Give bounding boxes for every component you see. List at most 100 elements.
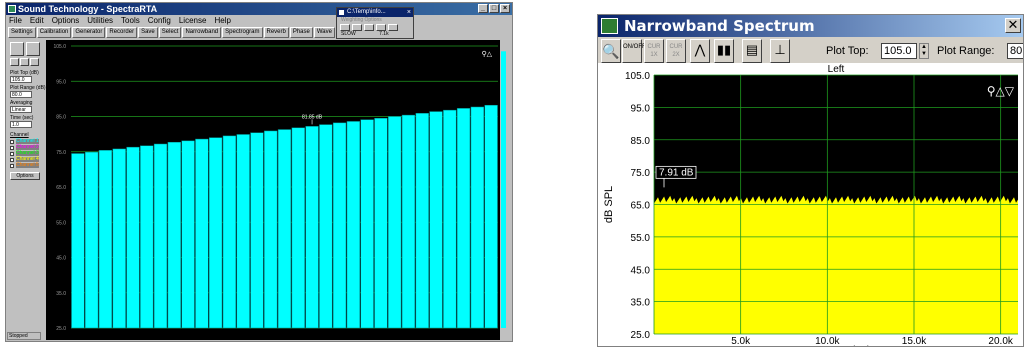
dialog-titlebar[interactable]: C:\Temp\info... × [337, 8, 413, 17]
rta-bar [208, 137, 223, 329]
menu-tools[interactable]: Tools [121, 16, 140, 25]
toolbar-wave-button[interactable]: Wave [313, 27, 335, 38]
toolbar-settings-button[interactable]: Settings [8, 27, 36, 38]
dialog-tool-2-icon[interactable] [352, 24, 362, 31]
rta-bar [250, 132, 264, 329]
legend-item[interactable]: Channel 1 [10, 139, 39, 144]
side-field-label: Averaging [10, 100, 33, 106]
scale-button[interactable] [30, 58, 39, 66]
maximize-icon[interactable]: □ [489, 4, 499, 13]
menu-help[interactable]: Help [214, 16, 231, 25]
dialog-close-icon[interactable]: × [406, 9, 411, 16]
dialog-speed-value[interactable]: SLOW [341, 31, 356, 37]
spectrarta-titlebar[interactable]: Sound Technology - SpectraRTA _ □ × [6, 3, 512, 15]
toolbar-spectrogram-button[interactable]: Spectrogram [222, 27, 263, 38]
toolbar-reverb-button[interactable]: Reverb [263, 27, 289, 38]
legend-item[interactable]: Channel 5 [10, 163, 39, 168]
rta-chart: 25.0 35.0 45.0 55.0 65.0 75.0 85.0 95.0 105.0 20 2… [46, 40, 500, 340]
bars-mode-button[interactable] [26, 42, 40, 56]
toolbar-recorder-button[interactable]: Recorder [106, 27, 138, 38]
panel-icon[interactable]: ▤ [742, 39, 762, 63]
menu-config[interactable]: Config [147, 16, 171, 25]
narrowband-titlebar[interactable]: Narrowband Spectrum ✕ [598, 15, 1023, 37]
rta-xlabel: Frequency (Hz) [259, 334, 294, 340]
narrowband-xtick-label: 5.0k [731, 336, 751, 347]
legend-item[interactable]: Channel 2 [10, 145, 39, 150]
legend-label: Channel 1 [16, 138, 39, 144]
plot-top-spinner[interactable]: ▲ ▼ [919, 43, 929, 59]
floating-dialog[interactable]: C:\Temp\info... × Weighting Options SLOW… [336, 7, 414, 39]
dialog-tool-1-icon[interactable] [340, 24, 350, 31]
dialog-row-weighting: Weighting Options [341, 17, 382, 23]
rta-bar [319, 124, 333, 329]
peak-icon[interactable]: ⋀ [690, 39, 710, 63]
rta-xtick-label: 8k [434, 329, 438, 334]
narrowband-plot-area[interactable]: Left 25.0 35.0 45.0 55.0 65.0 75.0 85.0 95.0 105.… [598, 63, 1023, 346]
close-icon[interactable]: ✕ [1005, 18, 1021, 33]
legend-checkbox[interactable] [10, 163, 14, 168]
rta-xtick-label: 10k [447, 334, 453, 339]
rta-cursor-label: 81.85 dB [302, 114, 323, 120]
scale-icon[interactable]: ⊥ [770, 39, 790, 63]
close-icon[interactable]: × [500, 4, 510, 13]
side-field-label: Plot Range (dB) [10, 85, 46, 91]
menu-bar: File Edit Options Utilities Tools Config Licen… [6, 15, 512, 26]
rta-xtick-label: 50 [131, 329, 136, 334]
rta-xtick-label: 31.5 [102, 329, 111, 334]
on-off-toggle[interactable]: ON/OFF [622, 39, 646, 63]
toolbar-phase-button[interactable]: Phase [289, 27, 313, 38]
side-field-label: Time (sec) [10, 115, 34, 121]
dialog-tool-4-icon[interactable] [376, 24, 386, 31]
bars-button[interactable] [20, 58, 29, 66]
plot-top-input[interactable]: 105.0 [881, 43, 917, 59]
toolbar-generator-button[interactable]: Generator [72, 27, 106, 38]
dialog-tool-5-icon[interactable] [388, 24, 398, 31]
narrowband-spectrum-area [654, 195, 1018, 334]
rta-plot-area[interactable]: 25.0 35.0 45.0 55.0 65.0 75.0 85.0 95.0 105.0 20 2… [46, 40, 500, 340]
main-toolbar: Settings Calibration Generator Recorder Save… [6, 27, 396, 38]
legend-item[interactable]: Channel 3 [10, 151, 39, 156]
legend-label: Channel 2 [16, 144, 39, 150]
toolbar-narrowband-button[interactable]: Narrowband [182, 27, 222, 38]
legend-checkbox[interactable] [10, 157, 14, 162]
bars-icon[interactable]: ▮▮ [714, 39, 734, 63]
legend-checkbox[interactable] [10, 151, 14, 156]
side-field-input[interactable]: 105.0 [10, 76, 32, 83]
peak-button[interactable] [10, 58, 19, 66]
zoom-icon[interactable]: 🔍 [601, 39, 621, 63]
rta-bar [98, 150, 113, 329]
rta-xtick-label: 1.25k [321, 329, 331, 334]
menu-license[interactable]: License [178, 16, 207, 25]
toolbar-select-button[interactable]: Select [158, 27, 182, 38]
side-field-input[interactable]: 80.0 [10, 91, 32, 98]
options-button[interactable]: Options [10, 172, 40, 180]
minimize-icon[interactable]: _ [478, 4, 488, 13]
dialog-tool-3-icon[interactable] [364, 24, 374, 31]
cur-1x-button[interactable]: CUR 1X [644, 39, 664, 63]
overall-level-bar [501, 51, 506, 328]
side-field-input[interactable]: Linear [10, 106, 32, 113]
rta-xtick-label: 16k [475, 334, 481, 339]
view-mode-button[interactable] [10, 42, 24, 56]
cur-2x-button[interactable]: CUR 2X [666, 39, 686, 63]
rta-bar [126, 146, 140, 329]
peak-marker-icon: ⚲△ [481, 50, 492, 58]
toolbar-save-button[interactable]: Save [138, 27, 158, 38]
rta-ytick-label: 75.0 [56, 150, 66, 156]
plot-range-input[interactable]: 80.0 [1007, 43, 1023, 59]
menu-edit[interactable]: Edit [29, 16, 44, 25]
narrowband-ytick-label: 25.0 [631, 330, 651, 341]
legend-item[interactable]: Channel 4 [10, 157, 39, 162]
legend-label: Channel 5 [16, 162, 39, 168]
side-field-input[interactable]: 1.0 [10, 121, 32, 128]
narrowband-window: Narrowband Spectrum ✕ 🔍 ON/OFF CUR 1X CUR 2… [597, 14, 1024, 347]
menu-utilities[interactable]: Utilities [87, 16, 114, 25]
menu-file[interactable]: File [9, 16, 22, 25]
rta-xtick-label: 1k [310, 334, 314, 339]
rta-xtick-label: 6.3k [419, 334, 427, 339]
legend-checkbox[interactable] [10, 139, 14, 144]
menu-options[interactable]: Options [51, 16, 80, 25]
rta-ytick-label: 45.0 [56, 256, 66, 262]
toolbar-calibration-button[interactable]: Calibration [36, 27, 72, 38]
legend-checkbox[interactable] [10, 145, 14, 150]
